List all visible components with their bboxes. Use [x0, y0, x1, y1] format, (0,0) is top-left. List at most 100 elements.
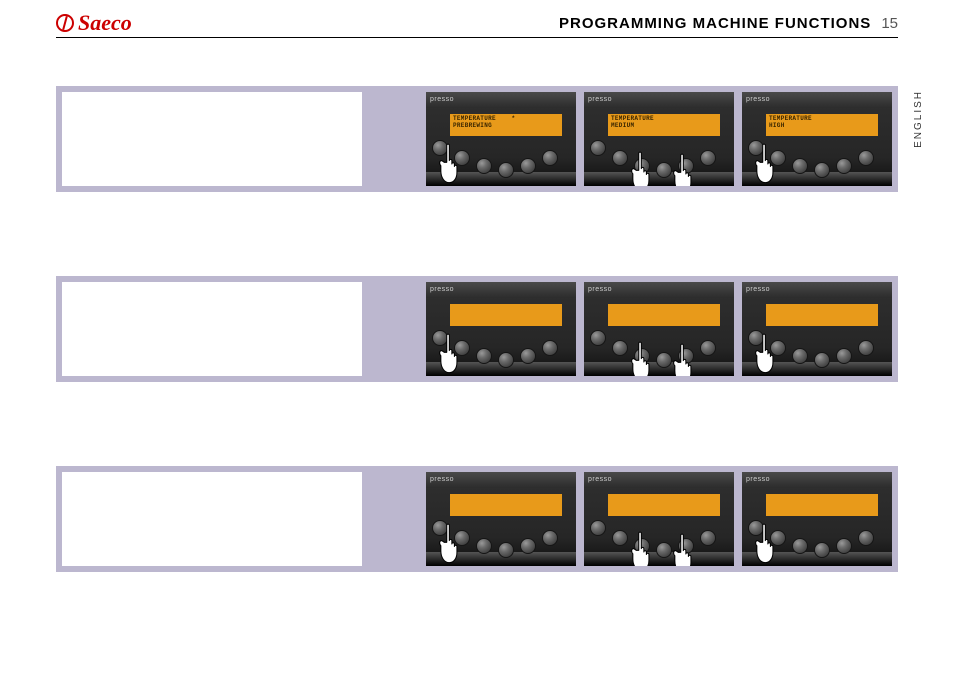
lcd-display	[766, 494, 878, 516]
panel-button[interactable]	[770, 150, 786, 166]
panel-button[interactable]	[792, 348, 808, 364]
button-row	[742, 336, 892, 358]
panel-button[interactable]	[634, 348, 650, 364]
panel-button[interactable]	[454, 340, 470, 356]
panel-button[interactable]	[678, 348, 694, 364]
panel-button[interactable]	[432, 140, 448, 156]
panel-brand-label: presso	[426, 472, 576, 488]
language-tab: ENGLISH	[913, 90, 924, 148]
instruction-strip: presso presso presso	[56, 466, 898, 572]
machine-panel: presso	[426, 472, 576, 566]
button-row	[426, 146, 576, 168]
panel-button[interactable]	[678, 538, 694, 554]
instruction-text-slot	[62, 92, 362, 186]
instruction-strip: presso presso presso	[56, 276, 898, 382]
panel-button[interactable]	[542, 530, 558, 546]
panel-button[interactable]	[748, 330, 764, 346]
panel-button[interactable]	[612, 340, 628, 356]
machine-panel: presso TEMPERATURE * PREBREWING	[426, 92, 576, 186]
panel-brand-label: presso	[742, 282, 892, 298]
instruction-strip: presso TEMPERATURE * PREBREWING presso TEM…	[56, 86, 898, 192]
panel-button[interactable]	[476, 158, 492, 174]
panel-button[interactable]	[590, 330, 606, 346]
panel-button[interactable]	[498, 542, 514, 558]
panel-button[interactable]	[836, 348, 852, 364]
panel-button[interactable]	[656, 542, 672, 558]
machine-panel: presso	[742, 282, 892, 376]
lcd-display	[450, 494, 562, 516]
machine-panel: presso	[584, 472, 734, 566]
panel-button[interactable]	[770, 340, 786, 356]
panel-brand-label: presso	[742, 472, 892, 488]
panel-button[interactable]	[634, 538, 650, 554]
panel-button[interactable]	[814, 542, 830, 558]
lcd-display	[608, 304, 720, 326]
panel-button[interactable]	[858, 340, 874, 356]
button-row	[584, 146, 734, 168]
button-row	[426, 336, 576, 358]
lcd-display	[608, 494, 720, 516]
panel-button[interactable]	[454, 150, 470, 166]
panel-button[interactable]	[678, 158, 694, 174]
panel-button[interactable]	[612, 150, 628, 166]
button-row	[584, 526, 734, 548]
lcd-display	[450, 304, 562, 326]
panel-button[interactable]	[700, 340, 716, 356]
panel-button[interactable]	[656, 352, 672, 368]
instruction-rows: presso TEMPERATURE * PREBREWING presso TEM…	[56, 86, 898, 572]
panel-button[interactable]	[792, 538, 808, 554]
panel-brand-label: presso	[426, 282, 576, 298]
panel-button[interactable]	[520, 538, 536, 554]
panel-button[interactable]	[656, 162, 672, 178]
panel-button[interactable]	[520, 348, 536, 364]
panel-button[interactable]	[542, 340, 558, 356]
panel-button[interactable]	[634, 158, 650, 174]
lcd-display: TEMPERATURE MEDIUM	[608, 114, 720, 136]
lcd-display: TEMPERATURE * PREBREWING	[450, 114, 562, 136]
machine-panel: presso TEMPERATURE HIGH	[742, 92, 892, 186]
panel-button[interactable]	[836, 538, 852, 554]
bean-icon	[56, 14, 74, 32]
panel-button[interactable]	[792, 158, 808, 174]
page-header: Saeco PROGRAMMING MACHINE FUNCTIONS 15	[56, 12, 898, 38]
button-row	[742, 526, 892, 548]
panel-button[interactable]	[814, 162, 830, 178]
section-title: PROGRAMMING MACHINE FUNCTIONS	[559, 15, 871, 32]
panel-brand-label: presso	[584, 282, 734, 298]
panel-button[interactable]	[432, 520, 448, 536]
machine-panel: presso TEMPERATURE MEDIUM	[584, 92, 734, 186]
panel-brand-label: presso	[426, 92, 576, 108]
panel-button[interactable]	[748, 140, 764, 156]
panel-brand-label: presso	[742, 92, 892, 108]
panel-button[interactable]	[858, 150, 874, 166]
button-row	[584, 336, 734, 358]
panel-button[interactable]	[542, 150, 558, 166]
panel-button[interactable]	[498, 162, 514, 178]
panel-brand-label: presso	[584, 92, 734, 108]
panel-button[interactable]	[454, 530, 470, 546]
panel-button[interactable]	[770, 530, 786, 546]
panel-button[interactable]	[432, 330, 448, 346]
panel-button[interactable]	[748, 520, 764, 536]
panel-button[interactable]	[814, 352, 830, 368]
manual-page: Saeco PROGRAMMING MACHINE FUNCTIONS 15 E…	[0, 0, 954, 673]
panel-button[interactable]	[612, 530, 628, 546]
panel-button[interactable]	[498, 352, 514, 368]
machine-panel: presso	[742, 472, 892, 566]
panel-brand-label: presso	[584, 472, 734, 488]
panel-button[interactable]	[590, 140, 606, 156]
panel-button[interactable]	[476, 348, 492, 364]
panel-button[interactable]	[590, 520, 606, 536]
lcd-display: TEMPERATURE HIGH	[766, 114, 878, 136]
panel-button[interactable]	[520, 158, 536, 174]
machine-panel: presso	[584, 282, 734, 376]
brand-name: Saeco	[78, 12, 132, 34]
header-right: PROGRAMMING MACHINE FUNCTIONS 15	[559, 15, 898, 32]
panel-button[interactable]	[858, 530, 874, 546]
instruction-text-slot	[62, 282, 362, 376]
panel-button[interactable]	[836, 158, 852, 174]
machine-panel: presso	[426, 282, 576, 376]
panel-button[interactable]	[700, 530, 716, 546]
panel-button[interactable]	[476, 538, 492, 554]
panel-button[interactable]	[700, 150, 716, 166]
